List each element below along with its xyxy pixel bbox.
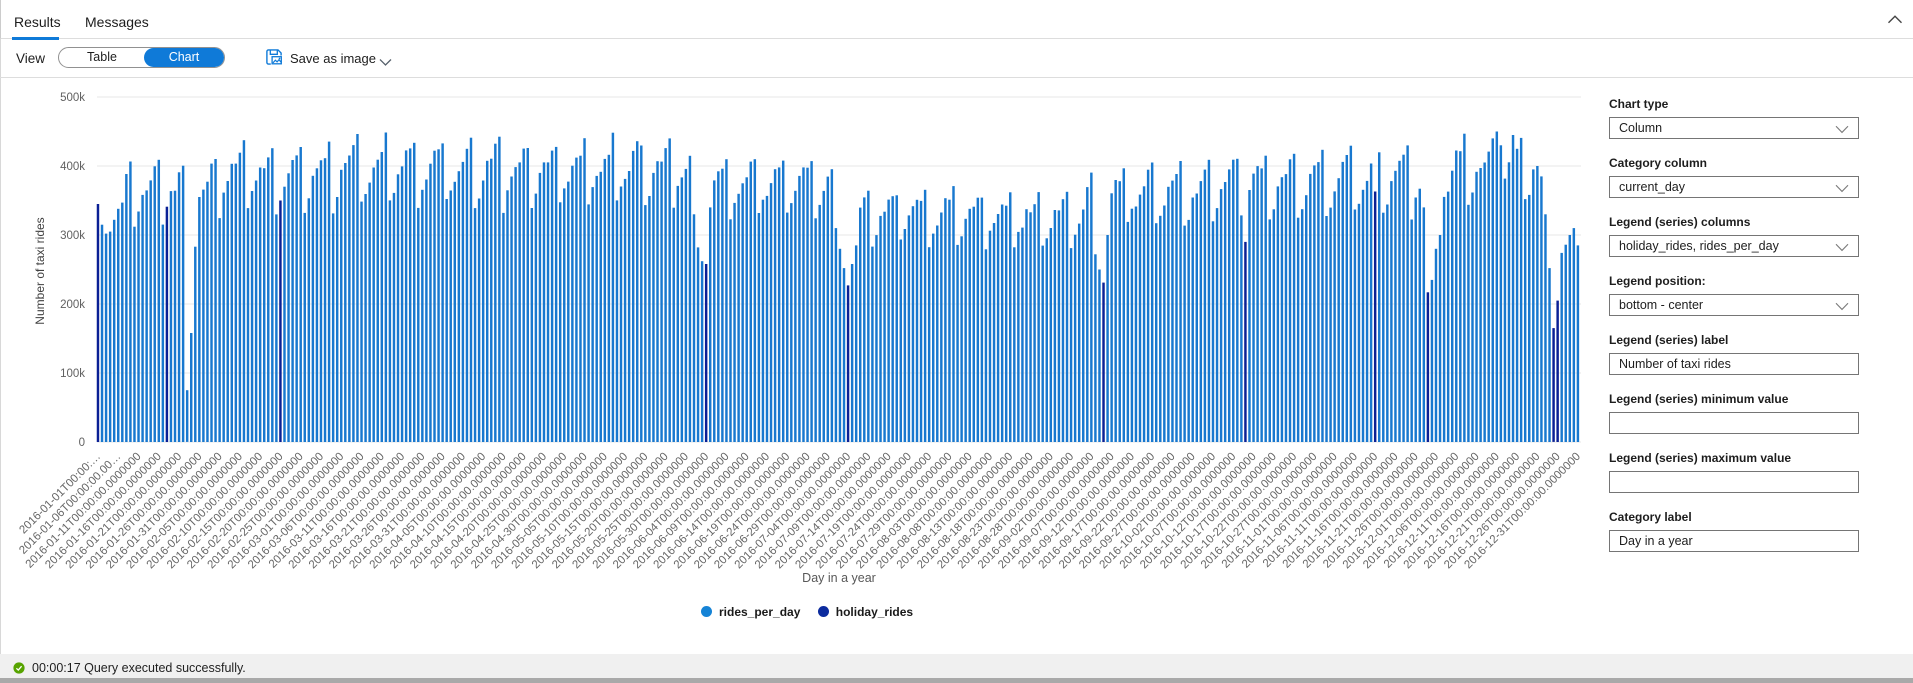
svg-text:200k: 200k	[60, 299, 85, 311]
svg-text:Day in a year: Day in a year	[802, 571, 876, 585]
svg-text:Number of taxi rides: Number of taxi rides	[33, 217, 47, 324]
svg-text:500k: 500k	[60, 92, 85, 104]
svg-text:400k: 400k	[60, 161, 85, 173]
svg-text:100k: 100k	[60, 368, 85, 380]
svg-text:300k: 300k	[60, 230, 85, 242]
svg-text:0: 0	[79, 437, 85, 449]
